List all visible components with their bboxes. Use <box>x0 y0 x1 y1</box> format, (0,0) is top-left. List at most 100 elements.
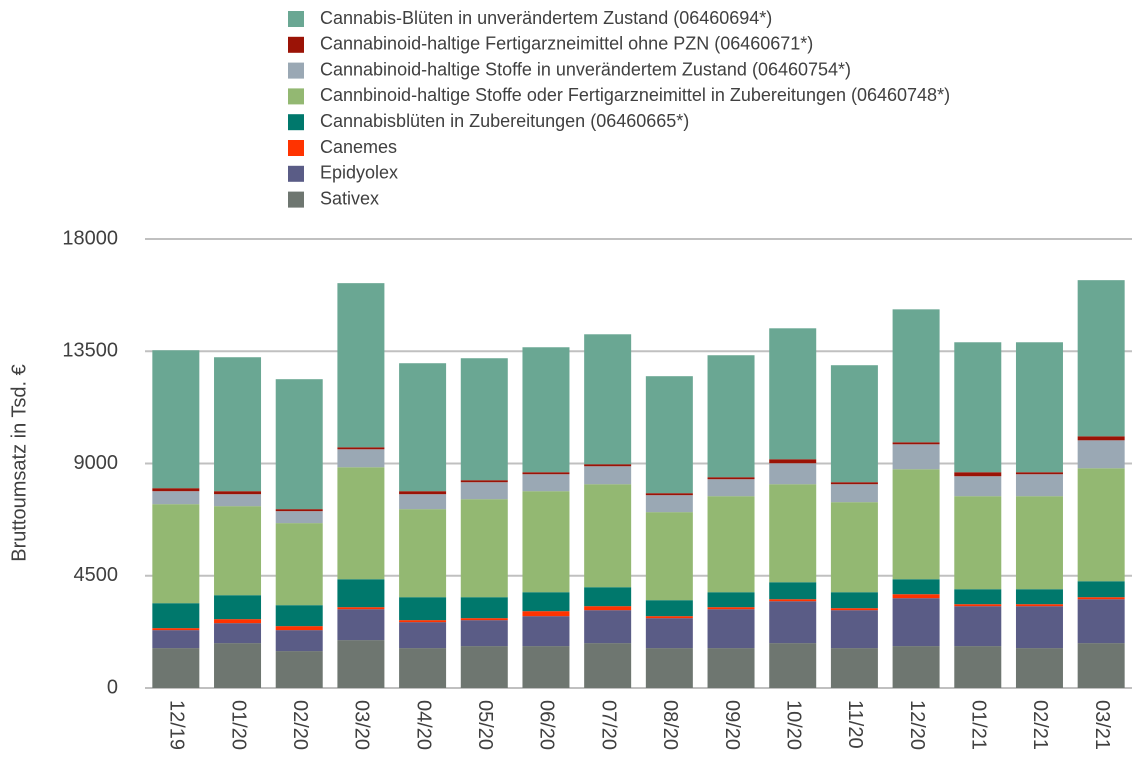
bar-segment <box>584 606 632 611</box>
bar-segment <box>954 342 1002 473</box>
bar-segment <box>830 610 878 649</box>
bar-segment <box>275 605 323 627</box>
bar-segment <box>645 493 693 496</box>
bar-segment <box>645 618 693 649</box>
bar-segment <box>769 328 817 460</box>
bar-segment <box>584 643 632 688</box>
bar-segment <box>460 499 508 598</box>
bar-segment <box>892 442 940 445</box>
bar-segment <box>275 509 323 512</box>
bar-segment <box>522 347 570 473</box>
bar-segment <box>522 474 570 492</box>
legend-swatch <box>288 62 304 79</box>
bar-segment <box>707 496 755 593</box>
bar-segment <box>337 447 385 450</box>
bar-segment <box>1015 589 1063 605</box>
bar-segment <box>1015 496 1063 590</box>
legend-swatch <box>288 88 304 105</box>
bar-segment <box>584 334 632 465</box>
bar-segment <box>892 598 940 647</box>
bar-segment <box>152 488 200 492</box>
bar-segment <box>830 648 878 688</box>
x-tick-label: 03/20 <box>351 700 373 750</box>
bar-segment <box>337 607 385 610</box>
bar-segment <box>152 628 200 631</box>
legend-label: Cannabinoid-haltige Stoffe in unveränder… <box>320 59 851 79</box>
x-tick-label: 12/19 <box>166 700 188 750</box>
bar-segment <box>645 495 693 513</box>
bar-segment <box>1077 643 1125 688</box>
bar-segment <box>275 511 323 524</box>
bar-segment <box>337 467 385 580</box>
bar-segment <box>954 604 1002 607</box>
bar-segment <box>275 379 323 510</box>
legend-label: Cannabisblüten in Zubereitungen (0646066… <box>320 111 689 131</box>
bar-segment <box>460 358 508 481</box>
bar-segment <box>1077 581 1125 598</box>
bar-segment <box>584 610 632 644</box>
bar-segment <box>275 651 323 688</box>
legend-label: Cannabinoid-haltige Fertigarzneimittel o… <box>320 34 813 54</box>
bar-segment <box>214 595 262 620</box>
bar-segment <box>214 643 262 688</box>
legend-swatch <box>288 36 304 53</box>
bar-segment <box>769 484 817 583</box>
bar-segment <box>769 599 817 602</box>
bar-segment <box>399 622 447 649</box>
legend-swatch <box>288 140 304 156</box>
bar-segment <box>152 603 200 629</box>
bar-segment <box>645 376 693 494</box>
bar-segment <box>1077 597 1125 600</box>
x-tick-label: 10/20 <box>782 700 804 750</box>
bar-segment <box>152 350 200 489</box>
bar-segment <box>830 502 878 593</box>
bar-segment <box>214 491 262 495</box>
bar-segment <box>399 509 447 598</box>
legend-label: Cannbinoid-haltige Stoffe oder Fertigarz… <box>320 85 950 105</box>
legend-swatch <box>288 11 304 27</box>
bar-segment <box>584 484 632 588</box>
bar-segment <box>707 648 755 688</box>
bar-segment <box>830 608 878 611</box>
bar-segment <box>707 355 755 478</box>
bar-segment <box>522 646 570 688</box>
legend-swatch <box>288 114 304 131</box>
bar-segment <box>522 616 570 647</box>
y-tick-label: 18000 <box>62 227 118 249</box>
legend-swatch <box>288 165 304 182</box>
x-tick-label: 09/20 <box>721 700 743 750</box>
bar-segment <box>892 444 940 470</box>
x-tick-label: 07/20 <box>597 700 619 750</box>
x-tick-label: 01/21 <box>968 700 990 750</box>
bar-segment <box>645 600 693 617</box>
bar-segment <box>830 592 878 609</box>
bar-segment <box>460 480 508 483</box>
bar-segment <box>584 464 632 467</box>
bar-segment <box>954 472 1002 477</box>
legend-swatch <box>288 191 304 208</box>
y-tick-label: 9000 <box>74 452 119 474</box>
bar-segment <box>769 459 817 464</box>
bar-segment <box>522 611 570 617</box>
bar-segment <box>892 579 940 595</box>
x-tick-label: 06/20 <box>536 700 558 750</box>
bar-segment <box>399 648 447 688</box>
bar-segment <box>707 479 755 497</box>
bar-segment <box>152 648 200 688</box>
bar-segment <box>1077 440 1125 469</box>
bar-segment <box>337 579 385 608</box>
bar-segment <box>152 630 200 649</box>
bar-segment <box>1077 280 1125 437</box>
x-tick-label: 02/21 <box>1029 700 1051 750</box>
bar-segment <box>460 597 508 619</box>
bar-segment <box>152 491 200 505</box>
bar-segment <box>214 623 262 644</box>
bar-segment <box>954 646 1002 688</box>
bar-segment <box>214 506 262 596</box>
x-tick-label: 05/20 <box>474 700 496 750</box>
bar-segment <box>460 618 508 621</box>
bar-segment <box>769 582 817 600</box>
bar-segment <box>337 449 385 468</box>
legend-label: Sativex <box>320 188 379 208</box>
bar-segment <box>1015 474 1063 497</box>
